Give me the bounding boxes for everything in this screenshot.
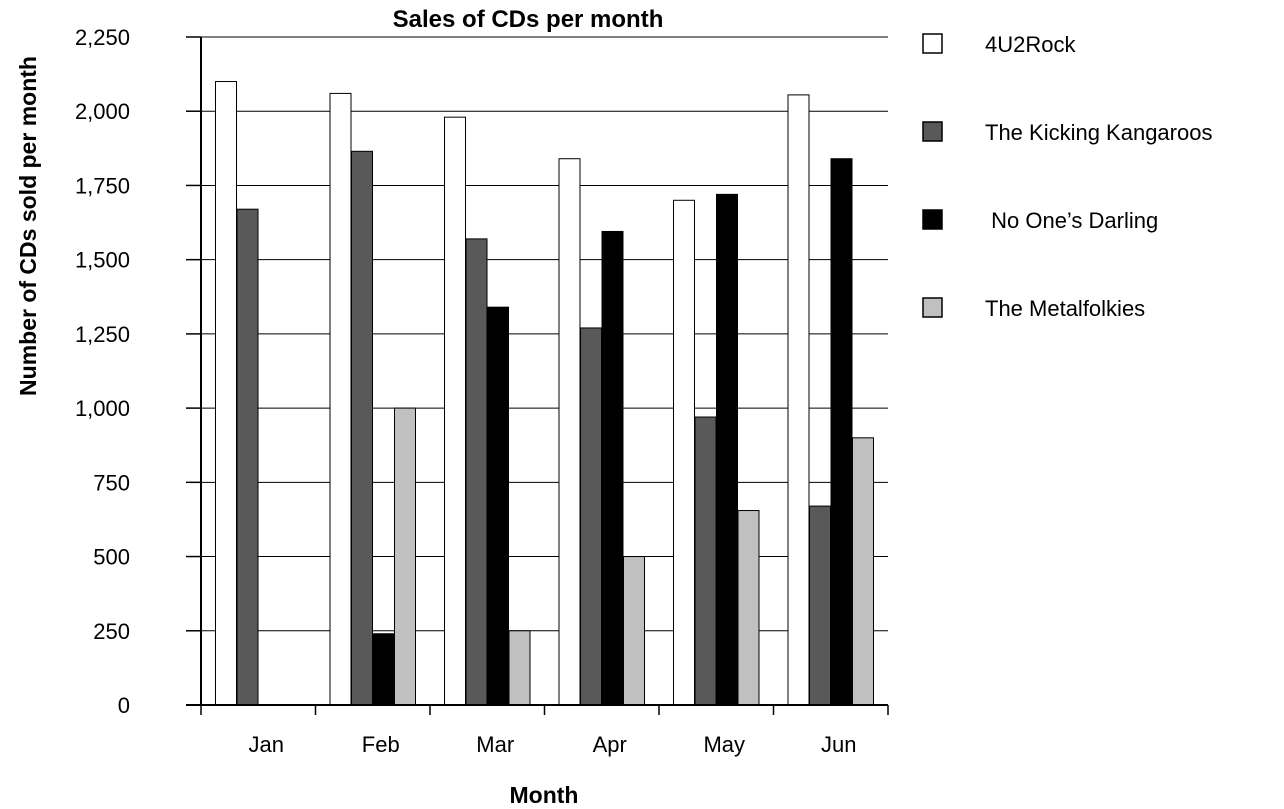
y-tick-label: 2,000 (75, 99, 130, 124)
legend-swatch (922, 121, 943, 142)
y-tick-label: 250 (93, 619, 130, 644)
bar (673, 199, 695, 706)
x-tick-labels: Jan Feb Mar Apr May Jun (249, 732, 857, 757)
x-tick-label: Jan (249, 732, 284, 757)
bar (351, 150, 373, 706)
bar (508, 630, 531, 706)
chart-title: Sales of CDs per month (393, 6, 664, 33)
x-tick-label: Jun (821, 732, 856, 757)
bar (444, 116, 466, 706)
legend-swatch (922, 297, 943, 318)
bar (236, 208, 259, 706)
legend-label: The Kicking Kangaroos (985, 120, 1212, 145)
bar (601, 230, 624, 706)
bar (787, 94, 810, 706)
y-tick-label: 1,250 (75, 322, 130, 347)
y-tick-label: 1,750 (75, 173, 130, 198)
y-axis-label: Number of CDs sold per month (15, 56, 41, 396)
x-tick-label: Apr (593, 732, 627, 757)
bars (215, 81, 874, 706)
bar (465, 238, 488, 706)
bar (623, 556, 645, 706)
legend: 4U2Rock The Kicking Kangaroos No One’s Da… (922, 32, 1212, 321)
bar (809, 505, 831, 706)
y-tick-label: 500 (93, 545, 130, 570)
bar (372, 633, 395, 706)
y-tick-label: 0 (118, 693, 130, 718)
bar (329, 92, 352, 706)
bar (487, 306, 509, 706)
bar (394, 407, 416, 706)
legend-swatch (922, 33, 943, 54)
bar (830, 158, 853, 706)
y-tick-label: 1,000 (75, 396, 130, 421)
x-tick-label: Mar (476, 732, 514, 757)
x-tick-label: Feb (362, 732, 400, 757)
x-tick-label: May (703, 732, 745, 757)
x-axis-label: Month (510, 782, 579, 808)
bar (716, 193, 738, 706)
bar (215, 81, 237, 706)
bar (852, 437, 874, 706)
bar (737, 510, 760, 706)
bar (558, 158, 581, 706)
axes (186, 37, 888, 706)
y-tick-label: 750 (93, 470, 130, 495)
y-tick-label: 2,250 (75, 25, 130, 50)
gridlines (186, 36, 889, 715)
legend-label: The Metalfolkies (985, 296, 1145, 321)
legend-swatch (922, 209, 943, 230)
bar (580, 327, 602, 706)
legend-label: No One’s Darling (985, 208, 1158, 233)
legend-label: 4U2Rock (985, 32, 1076, 57)
y-tick-labels: 0 250 500 750 1,000 1,250 1,500 1,750 2,000 2,250 (75, 25, 130, 718)
bar (694, 416, 717, 706)
y-tick-label: 1,500 (75, 248, 130, 273)
